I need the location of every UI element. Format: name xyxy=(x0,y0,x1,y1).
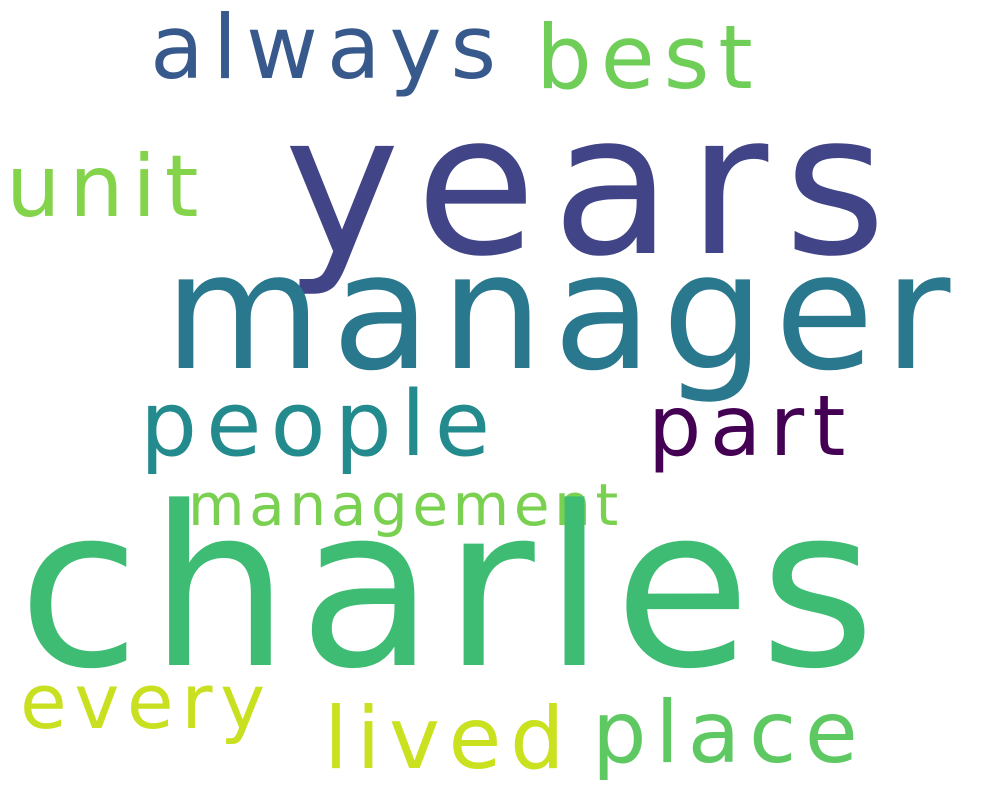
word-part: part xyxy=(648,377,854,475)
word-charles: charles xyxy=(18,460,885,718)
word-always: always xyxy=(150,0,505,99)
word-unit: unit xyxy=(6,137,208,237)
word-best: best xyxy=(536,6,762,109)
word-every: every xyxy=(20,657,273,746)
word-manager: manager xyxy=(164,219,961,407)
word-people: people xyxy=(140,372,500,477)
word-years: years xyxy=(284,72,902,300)
word-lived: lived xyxy=(324,689,574,789)
word-management: management xyxy=(188,471,623,539)
word-place: place xyxy=(592,683,867,783)
